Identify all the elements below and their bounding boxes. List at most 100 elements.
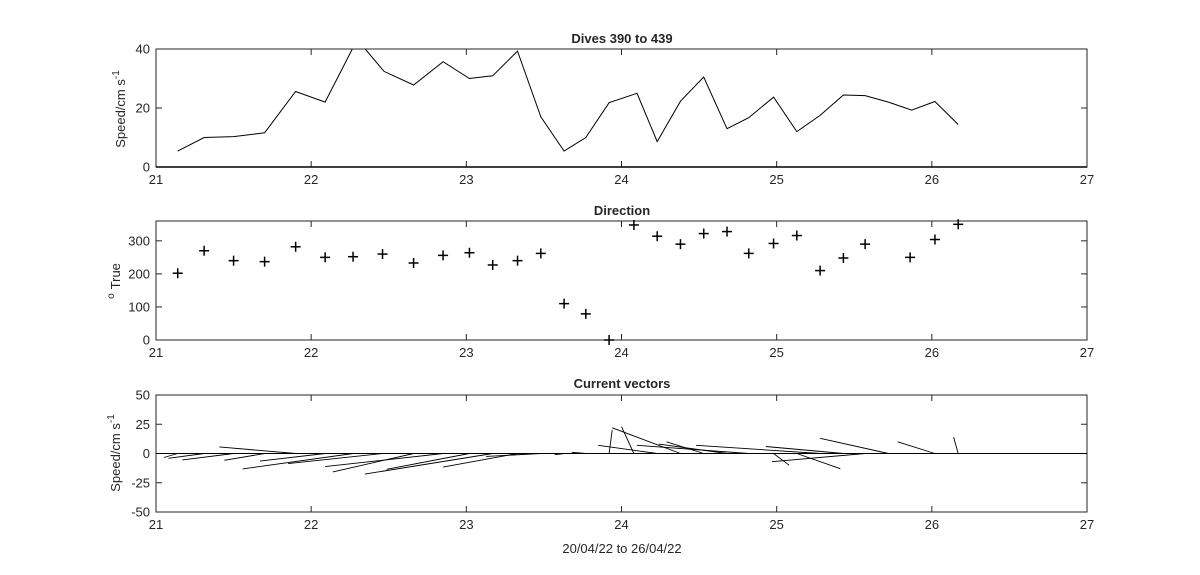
direction-point-marker [604, 335, 615, 345]
vectors-ytick-label: 50 [136, 388, 150, 403]
direction-ytick-label: 200 [128, 266, 150, 281]
vectors-vector-stick [242, 453, 354, 470]
direction-point-marker [348, 251, 359, 262]
svg-text:Speed/cm s-1: Speed/cm s-1 [111, 70, 128, 148]
vectors-vector-stick [288, 453, 383, 465]
direction-point-marker [722, 226, 733, 237]
direction-panel: Direction 21 22 23 24 25 26 27 0 100 200 300 o True [106, 203, 1094, 360]
vectors-title: Current vectors [574, 376, 671, 391]
svg-text:oTrue: o True [106, 263, 123, 299]
direction-ylabel-sup: o [106, 293, 117, 299]
speed-title: Dives 390 to 439 [571, 31, 672, 46]
speed-xtick-label: 21 [149, 172, 163, 187]
vectors-ytick-label: -50 [131, 505, 150, 520]
vectors-xtick-label: 23 [459, 517, 473, 532]
vectors-vector-stick [332, 453, 414, 473]
vectors-vector-stick [773, 453, 790, 466]
direction-ytick-label: 300 [128, 233, 150, 248]
direction-point-marker [487, 259, 498, 270]
direction-ylabel: o True [106, 263, 123, 299]
speed-series-line [177, 49, 959, 152]
speed-panel: Dives 390 to 439 21 22 23 24 25 26 27 0 20 40 Spe… [111, 31, 1094, 187]
direction-point-marker [172, 268, 183, 279]
vectors-vector-stick [658, 443, 728, 454]
direction-point-marker [675, 239, 686, 250]
vectors-xtick-label: 22 [304, 517, 318, 532]
direction-axes-box [155, 220, 1088, 341]
speed-ylabel: Speed/cm s-1 [111, 70, 128, 148]
vectors-ylabel: Speed/cm s-1 [106, 414, 123, 492]
direction-point-marker [408, 257, 419, 268]
vectors-vector-stick [765, 446, 844, 454]
speed-xtick-label: 25 [769, 172, 783, 187]
direction-point-marker [580, 308, 591, 319]
speed-ylabel-sup: -1 [111, 70, 122, 79]
vectors-vector-stick [571, 451, 586, 454]
direction-point-marker [535, 248, 546, 259]
speed-xtick-label: 27 [1080, 172, 1094, 187]
direction-point-marker [838, 253, 849, 264]
direction-xtick-label: 23 [459, 345, 473, 360]
vectors-vector-stick [259, 453, 326, 462]
vectors-vector-stick [621, 426, 635, 454]
direction-point-marker [438, 250, 449, 261]
direction-point-marker [698, 228, 709, 239]
direction-point-marker [905, 252, 916, 263]
vectors-xtick-label: 25 [769, 517, 783, 532]
direction-title: Direction [594, 203, 650, 218]
vectors-vector-stick [636, 444, 749, 454]
vectors-vector-stick [953, 436, 959, 454]
direction-xtick-label: 24 [614, 345, 628, 360]
vectors-panel: Current vectors 21 22 23 24 25 26 27 -50 -25 0 25 5… [106, 376, 1094, 532]
direction-point-marker [290, 241, 301, 252]
vectors-vector-stick [820, 437, 889, 454]
speed-xtick-label: 22 [304, 172, 318, 187]
vectors-vector-stick [608, 430, 613, 454]
vectors-vector-stick [897, 441, 936, 454]
direction-point-marker [791, 230, 802, 241]
speed-xtick-label: 26 [925, 172, 939, 187]
vectors-vector-stick [325, 453, 444, 468]
direction-point-marker [320, 252, 331, 263]
speed-xtick-label: 23 [459, 172, 473, 187]
vectors-vector-stick [796, 453, 841, 470]
direction-point-marker [559, 298, 570, 309]
direction-point-marker [259, 256, 270, 267]
vectors-vector-stick [182, 453, 234, 461]
speed-axes-box [155, 48, 1088, 168]
vectors-vector-stick [219, 446, 296, 454]
speed-ytick-label: 20 [136, 101, 150, 116]
vectors-vector-stick [168, 453, 205, 459]
direction-point-marker [512, 255, 523, 266]
vectors-vector-stick [163, 453, 178, 458]
vectors-vector-stick [598, 444, 658, 454]
direction-point-marker [228, 255, 239, 266]
direction-point-marker [860, 239, 871, 250]
vectors-xtick-label: 24 [614, 517, 628, 532]
direction-xtick-label: 25 [769, 345, 783, 360]
direction-point-marker [199, 245, 210, 256]
direction-point-marker [377, 249, 388, 260]
speed-plot-area: 21 22 23 24 25 26 27 0 20 40 [136, 42, 1095, 188]
vectors-ytick-label: -25 [131, 475, 150, 490]
speed-ytick-label: 0 [143, 160, 150, 175]
vectors-vector-stick [364, 453, 493, 475]
direction-ylabel-text: True [108, 263, 123, 289]
speed-xtick-label: 24 [614, 172, 628, 187]
direction-point-marker [464, 247, 475, 258]
direction-point-marker [815, 265, 826, 276]
direction-point-marker [652, 231, 663, 242]
direction-plot-area: 21 22 23 24 25 26 27 0 100 200 300 [128, 219, 1094, 360]
vectors-xtick-label: 26 [925, 517, 939, 532]
vectors-vector-stick [386, 453, 470, 470]
vectors-xtick-label: 21 [149, 517, 163, 532]
direction-point-marker [953, 219, 964, 230]
direction-xtick-label: 22 [304, 345, 318, 360]
direction-xtick-label: 26 [925, 345, 939, 360]
vectors-vector-stick [554, 453, 565, 456]
direction-xtick-label: 27 [1080, 345, 1094, 360]
direction-point-marker [743, 248, 754, 259]
speed-ytick-label: 40 [136, 42, 150, 57]
vectors-plot-area: 21 22 23 24 25 26 27 -50 -25 0 25 50 [131, 388, 1094, 533]
